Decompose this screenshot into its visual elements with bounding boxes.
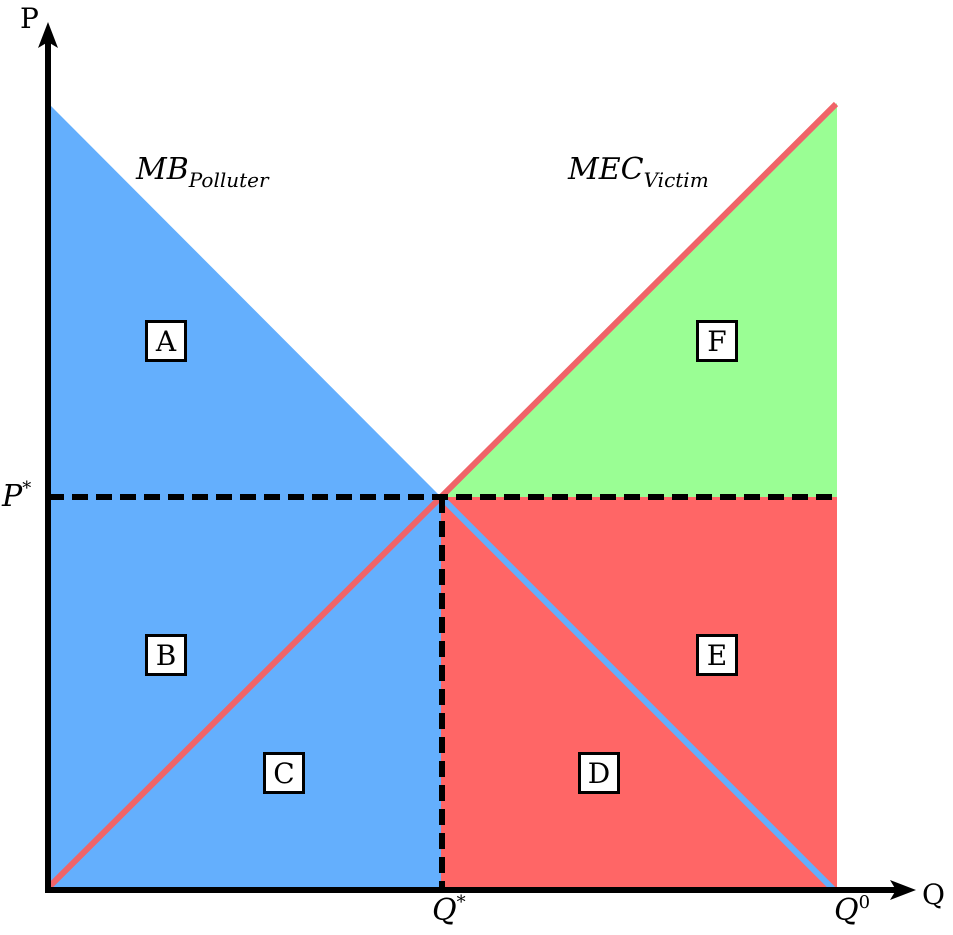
mb-curve [438, 494, 836, 892]
mb-polluter-label: MBPolluter [136, 152, 269, 192]
region-f-label: F [696, 320, 738, 362]
region-d-label: D [578, 752, 620, 794]
region-a-label: A [145, 320, 187, 362]
q-zero-label: Q0 [834, 892, 871, 928]
region-c-label: C [263, 752, 305, 794]
region-b-label: B [145, 634, 187, 676]
q-star-label: Q* [432, 892, 466, 928]
p-star-label: P* [2, 478, 32, 514]
x-axis-arrowhead [890, 880, 916, 900]
y-axis-arrowhead [38, 22, 58, 48]
mec-victim-label: MECVictim [568, 152, 709, 192]
y-axis-label: P [20, 2, 39, 35]
x-axis-label: Q [922, 878, 945, 911]
region-e-label: E [696, 634, 738, 676]
